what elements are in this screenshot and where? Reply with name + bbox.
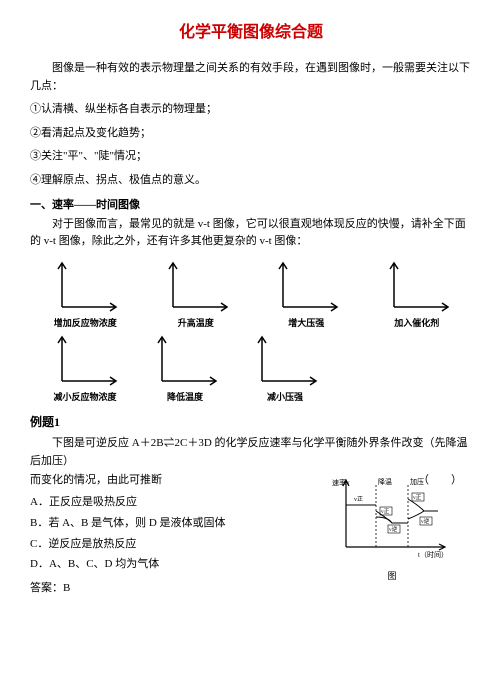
answer-label: 答案： <box>30 582 63 594</box>
axis-icon <box>161 259 231 314</box>
intro-p4: ④理解原点、拐点、极值点的意义。 <box>30 172 472 190</box>
intro-lead: 图像是一种有效的表示物理量之间关系的有效手段，在遇到图像时，一般需要关注以下几点… <box>30 60 472 95</box>
stem2-text: 而变化的情况，由此可推断 <box>30 474 162 486</box>
svg-text:v正: v正 <box>354 496 363 503</box>
mini-graph: 增加反应物浓度 <box>50 259 120 329</box>
axis-icon <box>150 333 220 388</box>
answer-line: 答案：B <box>30 579 472 595</box>
figure-caption: 图 <box>332 569 452 582</box>
axis-icon <box>50 259 120 314</box>
fig-y-label: 速率v <box>332 478 350 487</box>
section1-body: 对于图像而言，最常见的就是 v-t 图像，它可以很直观地体现反应的快慢，请补全下… <box>30 216 472 251</box>
svg-text:v正: v正 <box>413 494 422 501</box>
mini-graph: 减小压强 <box>250 333 320 403</box>
rate-time-figure: 速率v 降温 加压 v正 v正 v逆 v正 v逆 t（时间） 图 <box>332 470 452 565</box>
graph-row-1: 增加反应物浓度 升高温度 增大压强 加入催化剂 <box>30 259 472 329</box>
svg-text:v逆: v逆 <box>389 525 398 533</box>
axis-icon <box>271 259 341 314</box>
graph-label: 降低温度 <box>167 390 203 403</box>
graph-label: 加入催化剂 <box>394 316 439 329</box>
example-heading: 例题1 <box>30 413 472 430</box>
svg-text:加压: 加压 <box>410 477 424 486</box>
intro-p3: ③关注"平"、"陡"情况； <box>30 148 472 166</box>
intro-p1: ①认清横、纵坐标各自表示的物理量； <box>30 101 472 119</box>
section1-heading: 一、速率——时间图像 <box>30 196 472 212</box>
mini-graph: 升高温度 <box>161 259 231 329</box>
mini-graph: 减小反应物浓度 <box>50 333 120 403</box>
answer-value: B <box>63 582 70 594</box>
graph-label: 减小压强 <box>267 390 303 403</box>
axis-icon <box>50 333 120 388</box>
question-block: 下图是可逆反应 A＋2B⇌2C＋3D 的化学反应速率与化学平衡随外界条件改变（先… <box>30 434 472 596</box>
question-stem-1: 下图是可逆反应 A＋2B⇌2C＋3D 的化学反应速率与化学平衡随外界条件改变（先… <box>30 434 472 471</box>
mini-graph: 增大压强 <box>271 259 341 329</box>
svg-text:t（时间）: t（时间） <box>418 550 448 559</box>
axis-icon <box>250 333 320 388</box>
graph-label: 增大压强 <box>288 316 324 329</box>
svg-text:v逆: v逆 <box>421 517 430 525</box>
graph-label: 增加反应物浓度 <box>54 316 117 329</box>
graph-label: 升高温度 <box>178 316 214 329</box>
mini-graph: 加入催化剂 <box>382 259 452 329</box>
intro-p2: ②看清起点及变化趋势； <box>30 125 472 143</box>
svg-text:降温: 降温 <box>378 477 392 486</box>
axis-icon <box>382 259 452 314</box>
graph-row-2: 减小反应物浓度 降低温度 减小压强 <box>50 333 472 403</box>
page-title: 化学平衡图像综合题 <box>30 18 472 42</box>
graph-label: 减小反应物浓度 <box>53 390 116 403</box>
svg-text:v正: v正 <box>381 508 390 515</box>
mini-graph: 降低温度 <box>150 333 220 403</box>
